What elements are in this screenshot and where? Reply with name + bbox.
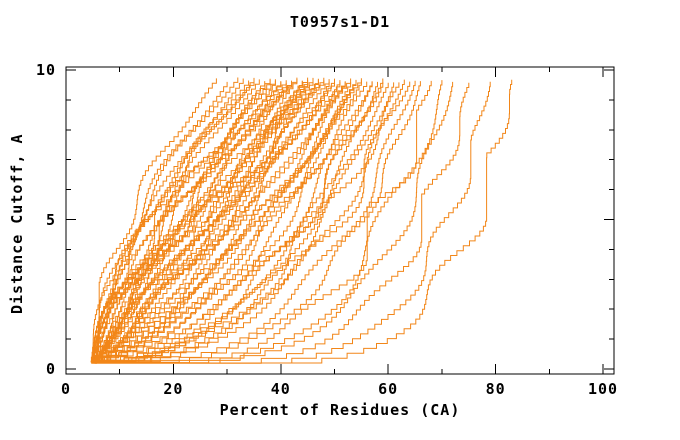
model-curve xyxy=(92,81,421,364)
model-curve xyxy=(91,78,244,362)
model-curve xyxy=(92,81,491,364)
model-curve xyxy=(91,79,357,363)
model-curve xyxy=(95,77,239,362)
model-curves xyxy=(90,77,513,364)
plot-border xyxy=(65,66,615,375)
model-curve xyxy=(92,79,271,361)
model-curve xyxy=(94,82,470,364)
model-curve xyxy=(95,78,319,363)
model-curve xyxy=(91,77,325,362)
model-curve xyxy=(92,79,319,361)
x-tick-label: 100 xyxy=(587,380,619,398)
model-curve xyxy=(96,80,325,363)
y-tick-label: 0 xyxy=(45,360,56,378)
model-curve xyxy=(95,79,309,363)
model-curve xyxy=(91,81,411,363)
x-tick-label: 80 xyxy=(485,380,506,398)
model-curve xyxy=(93,81,368,362)
model-curve xyxy=(92,82,346,362)
model-curve xyxy=(94,82,389,362)
model-curve xyxy=(91,82,282,361)
model-curve xyxy=(92,81,228,364)
model-curve xyxy=(96,80,432,364)
model-curve xyxy=(92,81,454,361)
model-curve xyxy=(97,79,330,364)
model-curve xyxy=(90,79,260,363)
model-curve xyxy=(95,81,373,364)
model-curve xyxy=(97,77,309,362)
model-curve xyxy=(98,77,298,362)
model-curve xyxy=(96,80,255,363)
model-curve xyxy=(94,81,335,361)
y-tick-label: 5 xyxy=(45,210,56,229)
x-tick-label: 40 xyxy=(270,380,291,398)
x-tick-label: 60 xyxy=(378,380,399,398)
model-curve xyxy=(92,78,384,361)
model-curve xyxy=(95,79,513,364)
model-curve xyxy=(96,80,362,363)
model-curve xyxy=(94,80,292,363)
model-curve xyxy=(97,78,352,363)
model-curve xyxy=(96,82,384,364)
model-curve xyxy=(93,79,276,364)
x-tick-label: 0 xyxy=(60,380,72,398)
x-tick-label: 20 xyxy=(163,380,184,398)
model-curve xyxy=(92,80,287,361)
y-tick-label: 10 xyxy=(35,61,56,79)
model-curve xyxy=(93,80,443,364)
model-curve xyxy=(92,82,395,363)
model-curve xyxy=(92,78,362,361)
chart-title: T0957s1-D1 xyxy=(289,13,391,31)
model-curve xyxy=(95,80,416,363)
model-curve xyxy=(90,78,335,362)
model-curve xyxy=(91,82,292,362)
model-curve xyxy=(95,81,346,362)
x-axis-label: Percent of Residues (CA) xyxy=(219,401,461,419)
model-curve xyxy=(96,82,341,363)
